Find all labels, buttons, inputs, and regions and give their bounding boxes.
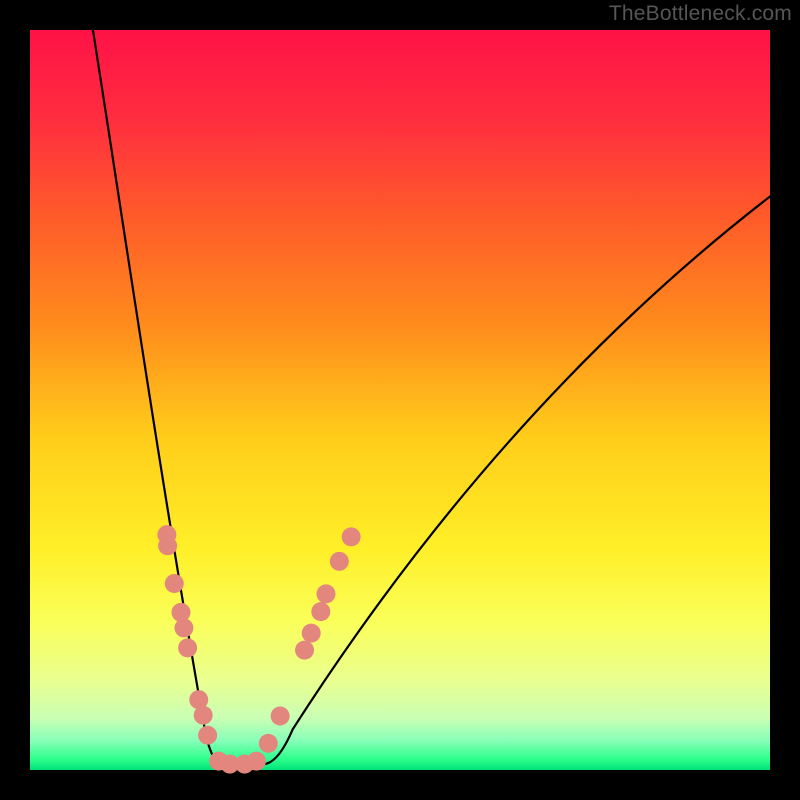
data-marker [178, 638, 197, 657]
data-marker [271, 706, 290, 725]
data-marker [259, 734, 278, 753]
data-marker [194, 706, 213, 725]
data-marker [174, 618, 193, 637]
data-marker [302, 624, 321, 643]
data-marker [330, 552, 349, 571]
data-marker [158, 536, 177, 555]
data-marker [311, 602, 330, 621]
data-marker [342, 527, 361, 546]
chart-svg [0, 0, 800, 800]
plot-area [30, 30, 770, 770]
data-marker [247, 752, 266, 771]
data-marker [317, 584, 336, 603]
watermark-text: TheBottleneck.com [609, 2, 792, 26]
data-marker [198, 726, 217, 745]
data-marker [165, 574, 184, 593]
data-marker [295, 641, 314, 660]
chart-root: TheBottleneck.com [0, 0, 800, 800]
